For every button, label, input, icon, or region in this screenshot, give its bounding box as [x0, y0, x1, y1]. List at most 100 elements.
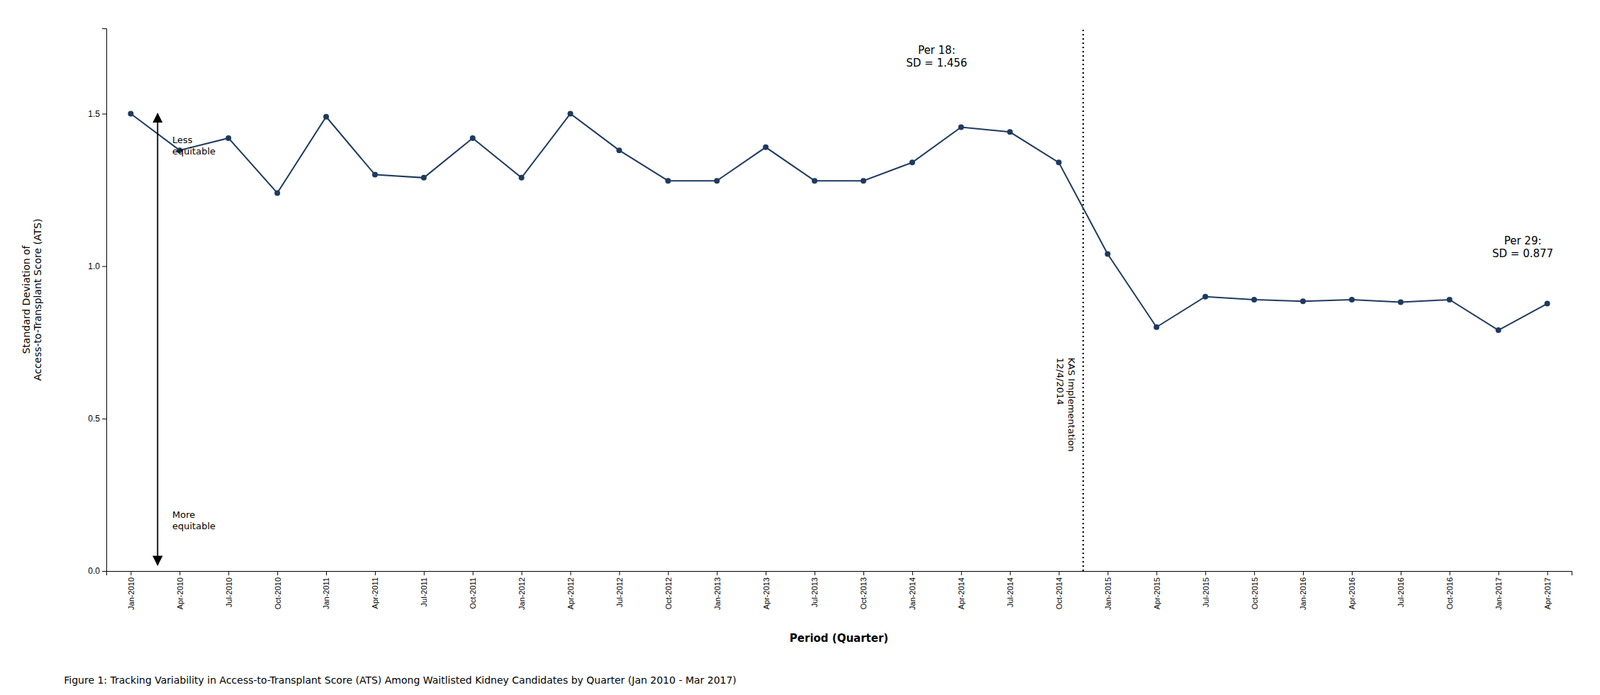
- y-tick-label: 0.5: [87, 414, 100, 424]
- x-tick-mark: [1302, 571, 1304, 576]
- x-tick-label: Oct-2014: [1054, 577, 1064, 610]
- x-tick: Apr-2013: [762, 571, 771, 610]
- x-tick: Jan-2012: [517, 571, 527, 611]
- x-tick-label: Apr-2010: [175, 577, 185, 610]
- data-point: [372, 172, 378, 178]
- x-tick: Apr-2017: [1543, 571, 1552, 610]
- x-tick-mark: [1449, 571, 1451, 576]
- y-tick-mark: [102, 571, 107, 573]
- reference-line: [1082, 28, 1084, 572]
- data-point: [762, 144, 769, 151]
- x-tick-label: Jan-2012: [517, 577, 527, 611]
- data-point: [1495, 327, 1502, 334]
- y-tick: 1.5: [87, 109, 107, 120]
- period-annotation-line: SD = 0.877: [1492, 247, 1554, 261]
- x-tick-label: Oct-2011: [468, 577, 478, 609]
- equity-label: Moreequitable: [172, 509, 216, 532]
- x-tick-label: Jan-2013: [713, 577, 722, 611]
- y-tick-mark: [102, 266, 107, 268]
- x-tick: Apr-2016: [1347, 571, 1357, 610]
- x-tick: Jan-2016: [1298, 571, 1308, 611]
- data-point: [1397, 299, 1404, 305]
- x-tick-mark: [228, 571, 229, 576]
- x-tick: Oct-2011: [468, 571, 478, 609]
- data-point: [616, 147, 622, 154]
- chart: Jan-2010Apr-2010Jul-2010Oct-2010Jan-2011…: [0, 0, 1600, 695]
- period-annotation-line: Per 29:: [1504, 234, 1542, 248]
- x-tick-label: Jul-2013: [810, 577, 819, 608]
- x-tick-mark: [765, 571, 767, 576]
- x-tick-label: Jan-2010: [126, 577, 136, 611]
- x-tick-mark: [130, 571, 132, 576]
- x-tick: Jul-2012: [615, 571, 624, 608]
- period-annotation: Per 18:SD = 1.456: [905, 43, 967, 70]
- y-axis: 0.00.51.01.5: [87, 29, 107, 578]
- x-tick-label: Jul-2015: [1201, 577, 1211, 608]
- x-tick-mark: [1547, 571, 1549, 576]
- reference-line-label-line: 12/4/2014: [1054, 357, 1066, 406]
- reference-line-label: KAS Implementation12/4/2014: [1054, 357, 1077, 453]
- x-tick-label: Apr-2011: [370, 577, 380, 609]
- x-tick: Jul-2013: [810, 571, 819, 608]
- x-tick-label: Apr-2015: [1152, 577, 1162, 610]
- x-tick-label: Oct-2013: [859, 577, 868, 610]
- x-tick-mark: [1156, 571, 1157, 576]
- period-annotation-line: Per 18:: [918, 43, 956, 57]
- x-tick: Oct-2012: [664, 571, 673, 610]
- x-tick-mark: [814, 571, 816, 576]
- x-tick-mark: [570, 571, 572, 576]
- x-tick: Jul-2016: [1396, 571, 1406, 608]
- x-tick-mark: [1205, 571, 1206, 576]
- data-point: [567, 110, 574, 117]
- x-tick: Oct-2014: [1054, 571, 1064, 610]
- x-tick-mark: [521, 571, 523, 576]
- x-tick-label: Jul-2016: [1396, 577, 1406, 608]
- x-tick: Jul-2014: [1005, 571, 1015, 608]
- x-tick-label: Jan-2016: [1298, 577, 1308, 611]
- x-tick-label: Apr-2014: [957, 577, 966, 610]
- x-tick-label: Jan-2017: [1494, 577, 1503, 611]
- x-tick: Apr-2015: [1152, 571, 1162, 610]
- period-annotation: Per 29:SD = 0.877: [1492, 234, 1554, 261]
- x-tick: Jan-2011: [321, 571, 331, 610]
- x-tick-label: Oct-2016: [1445, 577, 1454, 610]
- y-tick: 0.5: [87, 414, 107, 424]
- x-tick-label: Jul-2012: [615, 577, 624, 608]
- chart-title: Figure 1: Tracking Variability in Access…: [63, 674, 737, 687]
- x-tick-label: Jul-2011: [419, 577, 429, 607]
- data-point: [225, 135, 232, 142]
- y-tick-mark: [102, 418, 107, 420]
- x-tick: Apr-2011: [370, 571, 380, 609]
- annotations: KAS Implementation12/4/2014 Per 18:SD = 1…: [157, 43, 1554, 565]
- x-tick-mark: [1107, 571, 1109, 576]
- data-point: [1446, 297, 1453, 303]
- x-tick-mark: [1498, 571, 1500, 576]
- data-point: [421, 175, 427, 181]
- x-tick-mark: [179, 571, 181, 576]
- y-tick-label: 1.0: [87, 261, 100, 272]
- x-tick: Oct-2013: [859, 571, 868, 610]
- x-tick-label: Jan-2011: [321, 577, 331, 610]
- equity-label-line: More: [172, 509, 195, 521]
- data-point: [811, 177, 818, 184]
- x-axis-title: Period (Quarter): [789, 632, 889, 646]
- x-tick: Jul-2015: [1201, 571, 1211, 608]
- x-tick-mark: [912, 571, 914, 576]
- x-tick-label: Jan-2014: [908, 577, 917, 611]
- x-tick-label: Apr-2012: [566, 577, 575, 610]
- x-tick-label: Apr-2013: [762, 577, 771, 610]
- equity-label: Lessequitable: [172, 134, 216, 157]
- plot-area: [127, 28, 1550, 572]
- x-tick-label: Jul-2014: [1005, 577, 1015, 608]
- data-point: [860, 177, 867, 184]
- x-tick-mark: [326, 571, 327, 576]
- data-point: [713, 177, 720, 184]
- data-point: [1544, 301, 1551, 307]
- data-point: [1056, 159, 1062, 166]
- data-point: [323, 114, 329, 120]
- x-tick: Oct-2016: [1445, 571, 1454, 610]
- x-tick-label: Oct-2010: [273, 577, 283, 610]
- data-point: [1007, 129, 1014, 135]
- equity-label-line: equitable: [172, 521, 216, 532]
- x-tick: Jul-2011: [419, 571, 429, 607]
